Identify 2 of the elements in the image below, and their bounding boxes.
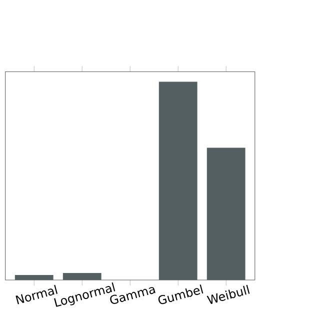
x-tick-label: Gumbel <box>158 284 204 304</box>
x-tick-label: Weibull <box>206 284 250 304</box>
